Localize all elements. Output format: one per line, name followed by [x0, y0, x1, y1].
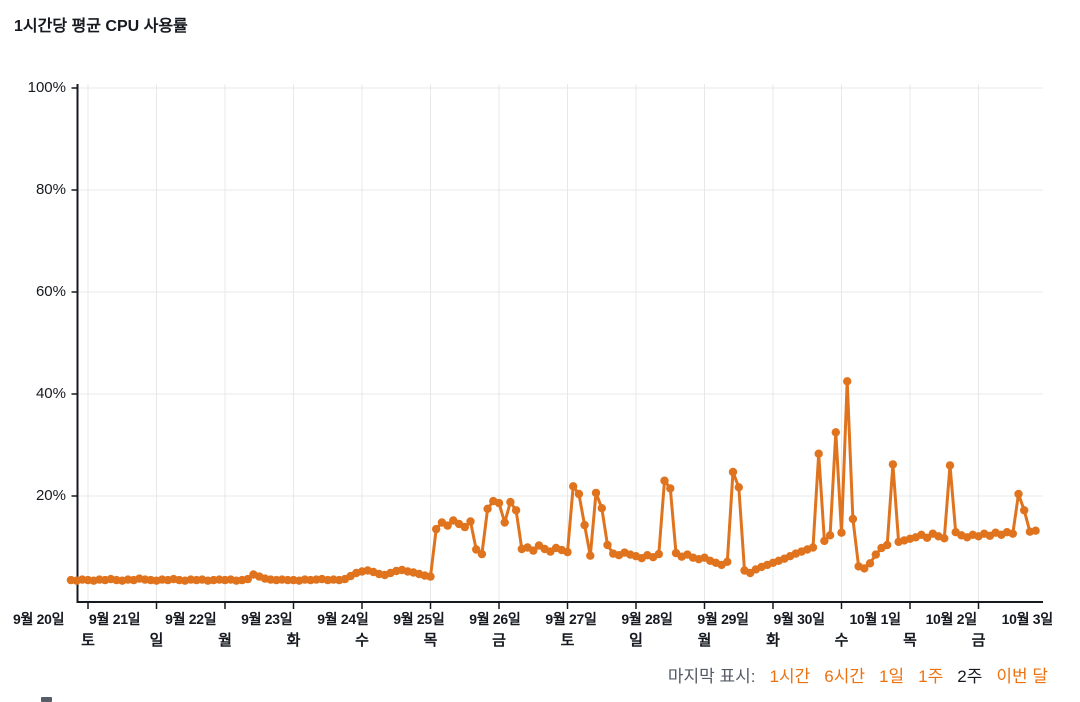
cropped-ui-fragment: [41, 697, 52, 702]
time-range-option[interactable]: 이번 달: [996, 667, 1048, 686]
x-axis-date-row: 9월 20일 9월 21일 9월 22일 9월 23일 9월 24일 9월 25일 9월 2…: [13, 609, 1053, 629]
x-axis-date-label: 9월 21일: [89, 611, 141, 627]
data-point-marker: [820, 536, 829, 546]
data-point-marker: [591, 488, 601, 498]
data-point-marker: [728, 467, 738, 477]
data-point-marker: [586, 551, 595, 560]
x-axis-weekday-label: 월: [218, 632, 232, 649]
data-point-marker: [1019, 506, 1029, 515]
data-point-marker: [865, 559, 875, 568]
x-axis-date-label: 9월 20일: [13, 611, 65, 627]
data-point-marker: [506, 497, 515, 507]
data-point-marker: [723, 557, 732, 566]
data-point-marker: [466, 517, 475, 526]
x-axis-date-label: 9월 23일: [241, 611, 293, 627]
data-point-marker: [243, 574, 252, 584]
data-point-marker: [472, 545, 481, 554]
data-point-marker: [808, 543, 818, 552]
data-point-marker: [888, 460, 898, 469]
x-axis-weekday-label: 화: [766, 632, 780, 649]
time-range-selector: 마지막 표시: 1시간 6시간 1일 1주 2주 이번 달: [668, 662, 1048, 687]
time-range-option[interactable]: 6시간: [824, 667, 866, 686]
y-axis-tick-label: 100%: [27, 79, 66, 96]
x-axis-date-label: 9월 27일: [545, 611, 597, 627]
x-axis-weekday-label: 목: [423, 632, 438, 649]
time-range-option-selected: 2주: [957, 667, 983, 686]
data-point-marker: [511, 506, 521, 515]
data-point-marker: [945, 461, 955, 470]
data-point-marker: [837, 528, 846, 537]
chart-title: 1시간당 평균 CPU 사용률: [14, 18, 188, 35]
x-axis-date-label: 9월 22일: [165, 611, 217, 627]
data-point-marker: [860, 564, 869, 573]
data-point-marker: [443, 521, 452, 530]
x-axis-weekday-label: 일: [629, 632, 643, 649]
data-point-marker: [848, 514, 858, 524]
data-point-marker: [871, 550, 880, 559]
x-axis-date-label: 9월 30일: [773, 611, 825, 627]
x-axis-weekday-label: 수: [834, 632, 849, 649]
x-axis-date-label: 9월 25일: [393, 611, 445, 627]
x-axis-weekday-label: 금: [971, 632, 986, 649]
data-point-marker: [477, 549, 487, 559]
data-point-marker: [825, 531, 835, 540]
time-range-option[interactable]: 1주: [918, 667, 944, 686]
data-point-marker: [660, 476, 669, 485]
time-range-option[interactable]: 1시간: [769, 667, 811, 686]
y-axis-tick-label: 20%: [35, 487, 66, 504]
data-point-marker: [574, 489, 584, 499]
data-point-marker: [569, 482, 578, 491]
x-axis-weekday-label: 월: [697, 632, 712, 649]
x-axis-weekday-label: 목: [903, 632, 917, 649]
x-axis-date-label: 9월 29일: [697, 611, 749, 627]
data-point-marker: [1008, 529, 1017, 538]
x-axis-date-label: 10월 2일: [925, 611, 978, 627]
time-range-option[interactable]: 1일: [879, 667, 905, 686]
data-point-marker: [654, 549, 663, 559]
data-point-marker: [529, 546, 538, 555]
x-axis-date-label: 10월 3일: [1001, 611, 1054, 627]
data-point-marker: [426, 572, 435, 581]
data-point-marker: [460, 522, 469, 532]
y-axis-tick-label: 80%: [35, 181, 66, 198]
x-axis-weekday-label: 토: [560, 632, 575, 649]
data-point-marker: [563, 547, 572, 557]
data-point-marker: [883, 540, 892, 550]
data-point-marker: [432, 524, 441, 534]
data-point-marker: [1014, 489, 1023, 499]
x-axis-weekday-label: 일: [149, 632, 164, 649]
data-point-marker: [831, 428, 840, 437]
x-axis-date-label: 10월 1일: [849, 611, 902, 627]
data-point-marker: [814, 449, 823, 458]
x-axis-date-label: 9월 28일: [621, 611, 673, 627]
time-range-caption: 마지막 표시:: [667, 667, 756, 686]
data-point-marker: [666, 484, 675, 493]
data-point-marker: [843, 377, 852, 386]
data-point-marker: [734, 483, 743, 492]
x-axis-weekday-label: 토: [81, 632, 95, 649]
data-point-marker: [494, 498, 504, 508]
x-axis-weekday-label: 수: [355, 632, 369, 649]
x-axis-date-label: 9월 24일: [317, 611, 369, 627]
data-point-marker: [500, 518, 509, 527]
x-axis-date-label: 9월 26일: [469, 611, 521, 627]
x-axis-weekday-label: 화: [286, 632, 301, 649]
data-point-marker: [483, 504, 492, 513]
data-point-marker: [603, 540, 612, 550]
time-range-options: 1시간 6시간 1일 1주 2주 이번 달: [770, 662, 1048, 687]
data-point-marker: [1031, 526, 1040, 535]
y-axis-tick-label: 40%: [35, 385, 66, 402]
x-axis-weekday-label: 금: [492, 632, 506, 649]
y-axis-tick-label: 60%: [35, 283, 66, 300]
data-point-marker: [597, 504, 606, 513]
axis-lines: [76, 84, 1043, 603]
data-point-marker: [940, 534, 949, 543]
data-point-marker: [580, 520, 589, 530]
